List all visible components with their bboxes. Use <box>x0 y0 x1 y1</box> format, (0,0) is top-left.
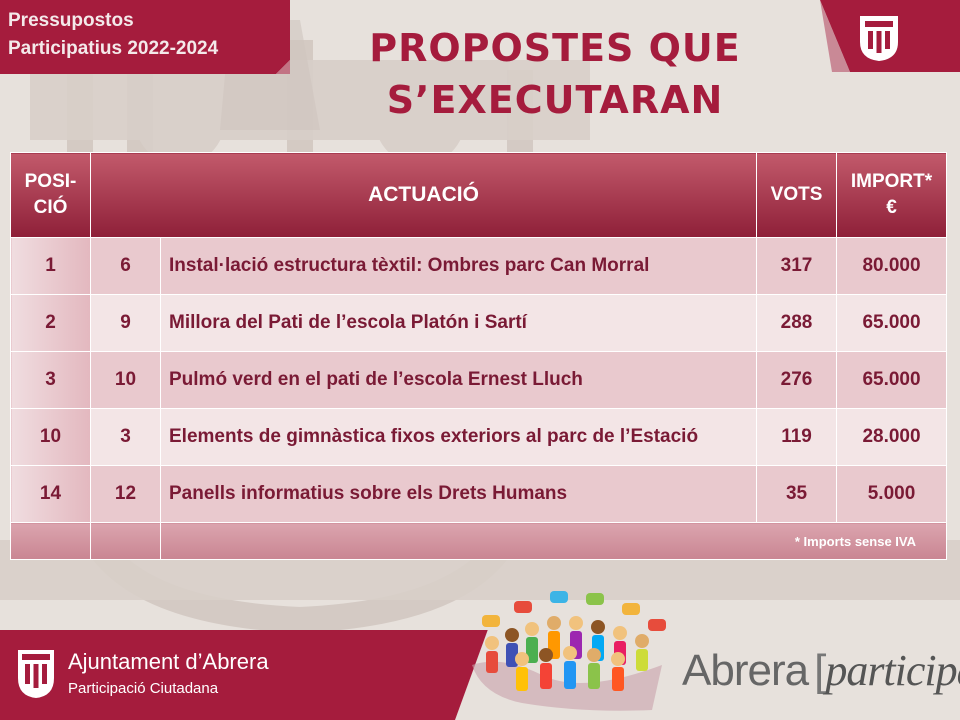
footer-cell-empty <box>90 522 161 560</box>
row-number: 3 <box>90 408 161 466</box>
row-amount: 65.000 <box>836 294 948 352</box>
table-header-row: POSI-CIÓ ACTUACIÓ VOTS IMPORT* € <box>10 152 948 238</box>
table-row: 14 12 Panells informatius sobre els Dret… <box>10 465 948 523</box>
proposals-table: POSI-CIÓ ACTUACIÓ VOTS IMPORT* € 1 6 Ins… <box>10 152 948 560</box>
footer-cell-empty <box>10 522 91 560</box>
row-action: Millora del Pati de l’escola Platón i Sa… <box>159 294 758 352</box>
page-title: PROPOSTES QUE S’EXECUTARAN <box>350 22 760 126</box>
program-title: Pressupostos Participatius 2022-2024 <box>8 7 218 63</box>
program-banner <box>0 0 290 74</box>
brand-bracket-open: [ <box>814 646 826 695</box>
row-number: 9 <box>90 294 161 352</box>
row-position: 3 <box>10 351 91 409</box>
department-name: Participació Ciutadana <box>68 680 219 697</box>
row-amount: 65.000 <box>836 351 948 409</box>
abrera-shield-icon <box>18 650 54 698</box>
row-amount: 80.000 <box>836 237 948 295</box>
program-line-2: Participatius 2022-2024 <box>8 38 219 59</box>
row-action: Instal·lació estructura tèxtil: Ombres p… <box>159 237 758 295</box>
brand-italic: participa <box>825 646 960 695</box>
header-votes: VOTS <box>756 152 838 238</box>
row-amount: 28.000 <box>836 408 948 466</box>
row-votes: 35 <box>756 465 838 523</box>
organization-name: Ajuntament d’Abrera <box>68 649 269 674</box>
header-action: ACTUACIÓ <box>89 152 758 238</box>
row-action: Panells informatius sobre els Drets Huma… <box>159 465 758 523</box>
brand-main: Abrera <box>682 646 809 695</box>
row-action: Elements de gimnàstica fixos exteriors a… <box>159 408 758 466</box>
abrera-shield-icon <box>860 16 898 62</box>
row-votes: 317 <box>756 237 838 295</box>
row-position: 10 <box>10 408 91 466</box>
row-number: 6 <box>90 237 161 295</box>
row-amount: 5.000 <box>836 465 948 523</box>
people-crowd-icon <box>472 591 666 711</box>
row-votes: 276 <box>756 351 838 409</box>
row-number: 12 <box>90 465 161 523</box>
header-position: POSI-CIÓ <box>10 152 91 238</box>
header-amount: IMPORT* € <box>836 152 948 238</box>
table-row: 10 3 Elements de gimnàstica fixos exteri… <box>10 408 948 466</box>
row-position: 2 <box>10 294 91 352</box>
row-position: 14 <box>10 465 91 523</box>
row-position: 1 <box>10 237 91 295</box>
table-row: 2 9 Millora del Pati de l’escola Platón … <box>10 294 948 352</box>
row-votes: 119 <box>756 408 838 466</box>
row-number: 10 <box>90 351 161 409</box>
abrera-participa-logo: Abrera[participa] <box>682 645 960 696</box>
footnote-text: * Imports sense IVA <box>159 522 948 560</box>
title-line-2: S’EXECUTARAN <box>386 78 724 122</box>
title-line-1: PROPOSTES QUE <box>369 26 741 70</box>
table-row: 1 6 Instal·lació estructura tèxtil: Ombr… <box>10 237 948 295</box>
table-row: 3 10 Pulmó verd en el pati de l’escola E… <box>10 351 948 409</box>
row-action: Pulmó verd en el pati de l’escola Ernest… <box>159 351 758 409</box>
table-footer-row: * Imports sense IVA <box>10 522 948 560</box>
program-line-1: Pressupostos <box>8 10 134 31</box>
row-votes: 288 <box>756 294 838 352</box>
